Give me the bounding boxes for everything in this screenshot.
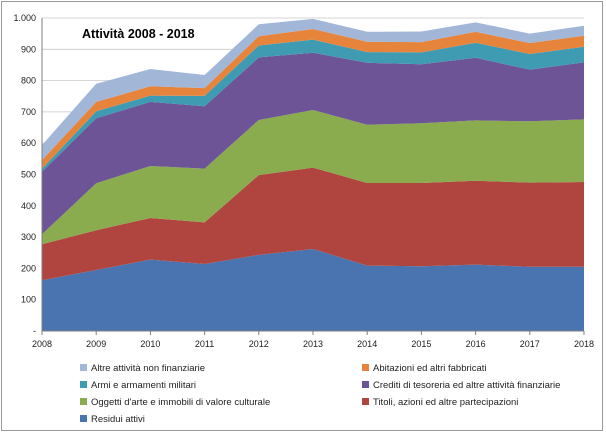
area-series	[42, 18, 584, 331]
area-titoli-azioni-ed-altre-partecipazioni	[42, 167, 584, 281]
legend-label: Titoli, azioni ed altre partecipazioni	[373, 397, 518, 408]
y-tick-label: 100	[21, 295, 36, 305]
legend-swatch	[80, 381, 87, 388]
axes: - 100 200 300 400 500 600 700 800 900 1.000 2008 200…	[13, 13, 594, 349]
legend-swatch	[362, 381, 369, 388]
area-crediti-di-tesoreria-ed-altre-attivit-finanziarie	[42, 52, 584, 235]
legend-swatch	[80, 415, 87, 422]
x-tick-label: 2016	[466, 339, 486, 349]
area-oggetti-d-arte-e-immobili-di-valore-culturale	[42, 110, 584, 245]
x-tick-label: 2010	[140, 339, 160, 349]
x-tick-label: 2017	[520, 339, 540, 349]
x-tick-label: 2013	[303, 339, 323, 349]
legend-label: Residui attivi	[91, 414, 145, 425]
legend-swatch	[80, 398, 87, 405]
chart-title: Attività 2008 - 2018	[82, 27, 195, 41]
legend-label: Oggetti d'arte e immobili di valore cult…	[91, 397, 270, 408]
x-tick-label: 2014	[357, 339, 377, 349]
x-tick-label: 2008	[32, 339, 52, 349]
y-tick-label: 600	[21, 138, 36, 148]
y-tick-label: 700	[21, 107, 36, 117]
x-tick-label: 2009	[86, 339, 106, 349]
x-tick-label: 2012	[249, 339, 269, 349]
legend-swatch	[362, 398, 369, 405]
legend-label: Altre attività non finanziarie	[91, 363, 205, 374]
legend-label: Abitazioni ed altri fabbricati	[373, 363, 487, 374]
x-tick-label: 2011	[195, 339, 214, 349]
y-tick-label: 1.000	[13, 13, 36, 23]
y-tick-label: 200	[21, 263, 36, 273]
y-tick-label: 300	[21, 232, 36, 242]
y-tick-label: 500	[21, 170, 36, 180]
y-tick-label: 800	[21, 76, 36, 86]
legend-swatch	[80, 364, 87, 371]
y-tick-label: -	[33, 326, 36, 336]
legend-label: Armi e armamenti militari	[91, 380, 196, 391]
legend-label: Crediti di tesoreria ed altre attività f…	[373, 380, 560, 391]
y-tick-label: 900	[21, 44, 36, 54]
legend-swatch	[362, 364, 369, 371]
legend: Altre attività non finanziarie Abitazioni…	[80, 363, 560, 425]
area-residui-attivi	[42, 249, 584, 331]
y-tick-label: 400	[21, 201, 36, 211]
x-tick-label: 2018	[574, 339, 594, 349]
x-tick-label: 2015	[411, 339, 431, 349]
